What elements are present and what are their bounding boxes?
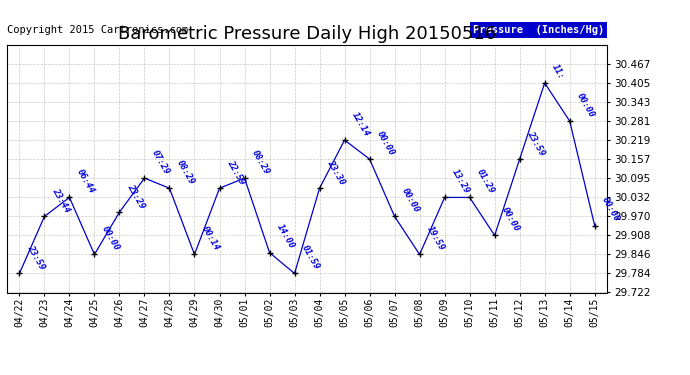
Text: Pressure  (Inches/Hg): Pressure (Inches/Hg) xyxy=(473,25,604,35)
Text: 01:59: 01:59 xyxy=(300,243,322,272)
Text: 19:59: 19:59 xyxy=(425,225,446,252)
Text: 23:44: 23:44 xyxy=(50,186,71,214)
Text: 13:29: 13:29 xyxy=(450,168,471,195)
Text: Copyright 2015 Cartronics.com: Copyright 2015 Cartronics.com xyxy=(7,25,188,35)
Text: 00:00: 00:00 xyxy=(375,129,396,157)
Text: 01:29: 01:29 xyxy=(475,168,496,195)
Text: 12:14: 12:14 xyxy=(350,110,371,138)
Text: 08:29: 08:29 xyxy=(250,148,271,176)
Text: 00:00: 00:00 xyxy=(500,206,522,233)
Text: 00:00: 00:00 xyxy=(100,225,121,252)
Text: 23:30: 23:30 xyxy=(325,158,346,186)
Text: 23:59: 23:59 xyxy=(525,129,546,157)
Text: 23:29: 23:29 xyxy=(125,182,146,210)
Text: 00:00: 00:00 xyxy=(600,196,622,223)
Text: 06:44: 06:44 xyxy=(75,168,96,195)
Text: 11:: 11: xyxy=(550,62,566,81)
Text: 07:29: 07:29 xyxy=(150,148,171,176)
Text: 14:00: 14:00 xyxy=(275,223,296,251)
Text: 22:59: 22:59 xyxy=(225,158,246,186)
Text: 00:14: 00:14 xyxy=(200,225,221,252)
Text: 08:29: 08:29 xyxy=(175,158,196,186)
Title: Barometric Pressure Daily High 20150516: Barometric Pressure Daily High 20150516 xyxy=(118,26,496,44)
Text: 23:59: 23:59 xyxy=(25,243,46,272)
Text: 00:00: 00:00 xyxy=(400,186,422,214)
Text: 00:00: 00:00 xyxy=(575,91,596,119)
